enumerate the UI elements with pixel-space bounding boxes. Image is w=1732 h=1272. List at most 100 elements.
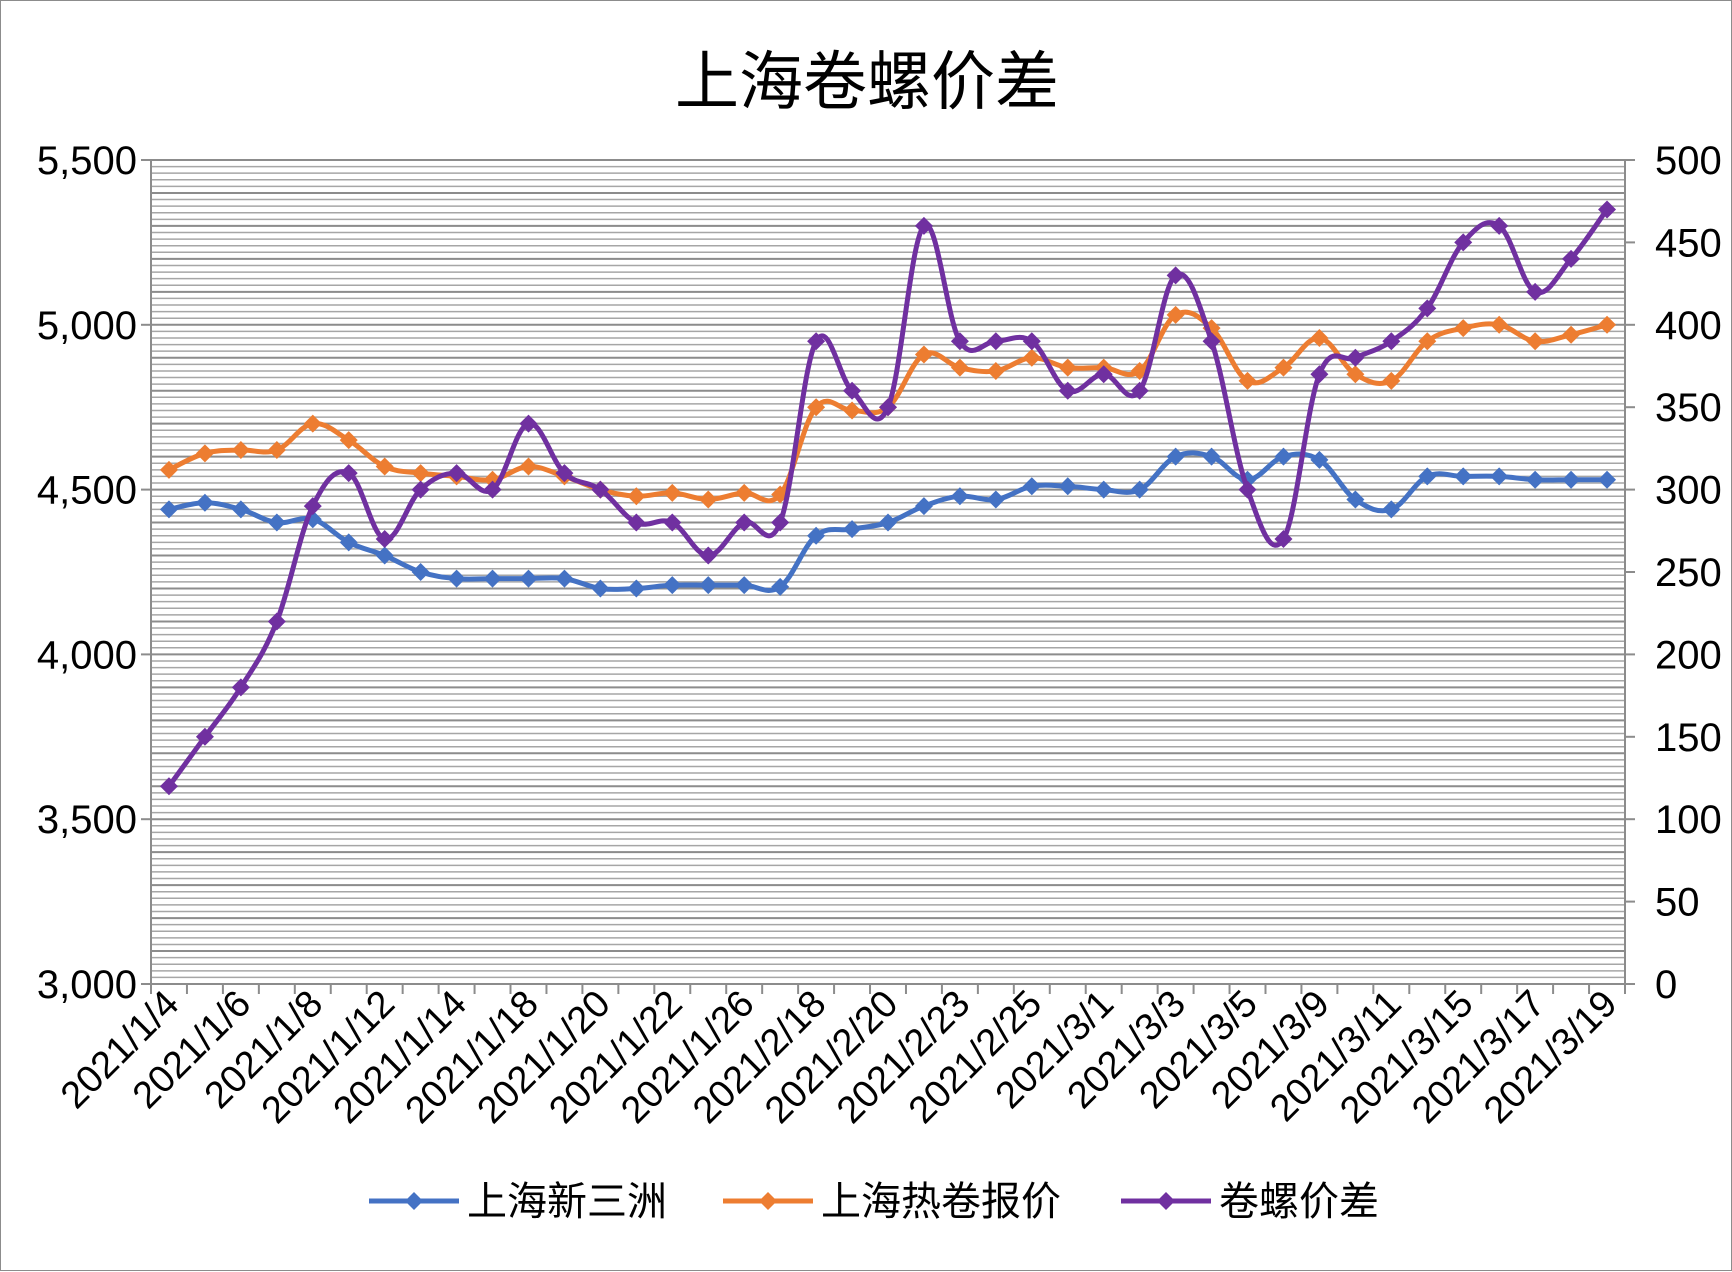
data-point-xinsanzhou: [231, 500, 250, 519]
data-point-hot-coil: [1166, 305, 1185, 324]
data-point-xinsanzhou: [1166, 447, 1185, 466]
data-point-xinsanzhou: [1418, 467, 1437, 486]
data-point-xinsanzhou: [950, 487, 969, 506]
data-point-hot-coil: [267, 441, 286, 460]
data-point-spread: [267, 612, 286, 631]
data-point-spread: [1418, 299, 1437, 318]
data-point-hot-coil: [1274, 358, 1293, 377]
data-point-spread: [591, 480, 610, 499]
data-point-spread: [1166, 266, 1185, 285]
data-point-xinsanzhou: [267, 513, 286, 532]
data-point-spread: [1526, 282, 1545, 301]
data-point-spread: [375, 530, 394, 549]
data-point-hot-coil: [1526, 332, 1545, 351]
data-point-hot-coil: [195, 444, 214, 463]
data-point-xinsanzhou: [843, 520, 862, 539]
left-axis-label: 5,000: [37, 304, 137, 348]
data-point-xinsanzhou: [914, 497, 933, 516]
data-point-hot-coil: [159, 460, 178, 479]
data-point-spread: [1058, 381, 1077, 400]
legend-label: 上海热卷报价: [821, 1179, 1061, 1225]
left-axis-label: 4,500: [37, 469, 137, 513]
data-point-xinsanzhou: [1598, 470, 1617, 489]
data-point-spread: [555, 464, 574, 483]
right-axis-label: 100: [1655, 798, 1722, 842]
legend-label: 卷螺价差: [1219, 1179, 1379, 1225]
right-axis-label: 500: [1655, 139, 1722, 183]
data-point-hot-coil: [1418, 332, 1437, 351]
data-point-xinsanzhou: [1202, 447, 1221, 466]
legend-label: 上海新三洲: [467, 1179, 667, 1225]
data-point-spread: [411, 480, 430, 499]
data-point-xinsanzhou: [1454, 467, 1473, 486]
gridlines: [151, 159, 1625, 985]
data-point-hot-coil: [1454, 319, 1473, 338]
data-point-hot-coil: [914, 345, 933, 364]
data-point-spread: [1274, 530, 1293, 549]
data-point-xinsanzhou: [663, 576, 682, 595]
data-point-xinsanzhou: [447, 569, 466, 588]
data-point-xinsanzhou: [1022, 477, 1041, 496]
left-axis-label: 5,500: [37, 139, 137, 183]
data-point-xinsanzhou: [375, 546, 394, 565]
data-point-hot-coil: [1490, 315, 1509, 334]
data-point-hot-coil: [1598, 315, 1617, 334]
data-point-spread: [1094, 365, 1113, 384]
data-point-xinsanzhou: [627, 579, 646, 598]
data-point-xinsanzhou: [699, 576, 718, 595]
data-point-spread: [699, 546, 718, 565]
data-point-xinsanzhou: [1310, 450, 1329, 469]
data-point-hot-coil: [1022, 348, 1041, 367]
legend-swatch-marker: [1157, 1192, 1175, 1210]
data-point-xinsanzhou: [1562, 470, 1581, 489]
data-point-spread: [986, 332, 1005, 351]
data-point-xinsanzhou: [771, 577, 790, 596]
data-point-spread: [735, 513, 754, 532]
data-point-spread: [519, 414, 538, 433]
data-point-xinsanzhou: [339, 533, 358, 552]
legend-swatch-marker: [405, 1192, 423, 1210]
data-point-xinsanzhou: [411, 563, 430, 581]
data-point-spread: [1562, 249, 1581, 268]
data-point-xinsanzhou: [1346, 490, 1365, 509]
data-point-hot-coil: [986, 361, 1005, 380]
left-axis-label: 3,000: [37, 963, 137, 1007]
data-point-spread: [807, 332, 826, 351]
legend: 上海新三洲 上海热卷报价 卷螺价差: [369, 1179, 1379, 1225]
data-point-spread: [339, 464, 358, 483]
right-axis-label: 300: [1655, 469, 1722, 513]
data-point-hot-coil: [699, 490, 718, 509]
data-point-spread: [950, 332, 969, 351]
data-point-hot-coil: [375, 457, 394, 476]
data-point-spread: [879, 398, 897, 417]
data-point-hot-coil: [843, 401, 862, 420]
data-point-spread: [1238, 480, 1257, 499]
data-point-xinsanzhou: [1094, 480, 1113, 499]
data-point-xinsanzhou: [879, 513, 897, 532]
right-axis-label: 350: [1655, 386, 1722, 430]
data-point-hot-coil: [663, 483, 682, 502]
data-point-spread: [914, 216, 933, 235]
right-axis-label: 250: [1655, 551, 1722, 595]
data-point-hot-coil: [1058, 358, 1077, 377]
data-point-hot-coil: [411, 464, 430, 483]
data-point-xinsanzhou: [807, 526, 826, 545]
data-point-hot-coil: [339, 431, 358, 450]
data-point-hot-coil: [519, 457, 538, 476]
data-point-hot-coil: [1310, 328, 1329, 347]
data-point-xinsanzhou: [591, 579, 610, 598]
data-point-spread: [1346, 348, 1365, 367]
data-point-xinsanzhou: [1526, 470, 1545, 489]
data-point-spread: [1382, 332, 1401, 351]
data-point-spread: [1022, 332, 1041, 351]
data-point-spread: [1202, 332, 1221, 351]
data-point-xinsanzhou: [483, 569, 502, 588]
data-point-xinsanzhou: [1490, 467, 1509, 486]
data-point-spread: [1454, 233, 1473, 252]
data-point-spread: [663, 513, 682, 532]
data-point-xinsanzhou: [986, 490, 1005, 509]
data-point-spread: [627, 513, 646, 532]
data-point-hot-coil: [735, 483, 754, 502]
